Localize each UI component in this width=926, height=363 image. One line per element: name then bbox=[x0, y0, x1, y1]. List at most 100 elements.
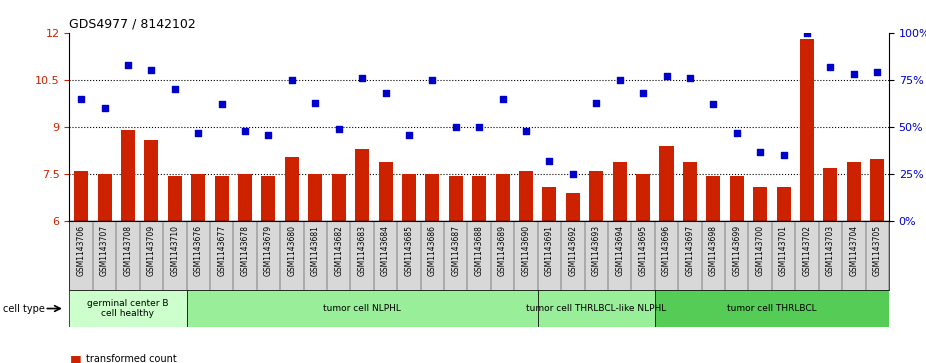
Bar bbox=[777, 187, 791, 221]
Text: GSM1143684: GSM1143684 bbox=[381, 225, 390, 276]
Point bbox=[74, 96, 89, 102]
Bar bbox=[261, 176, 276, 221]
Text: GSM1143701: GSM1143701 bbox=[779, 225, 788, 276]
Bar bbox=[589, 171, 604, 221]
Point bbox=[261, 132, 276, 138]
Text: GSM1143683: GSM1143683 bbox=[357, 225, 367, 276]
Point bbox=[448, 124, 463, 130]
Text: GSM1143698: GSM1143698 bbox=[708, 225, 718, 276]
Point bbox=[332, 126, 346, 132]
Point bbox=[120, 62, 135, 68]
Bar bbox=[495, 174, 509, 221]
Bar bbox=[332, 174, 345, 221]
Text: GSM1143700: GSM1143700 bbox=[756, 225, 765, 276]
Bar bbox=[655, 290, 889, 327]
Point bbox=[776, 152, 791, 158]
Bar bbox=[543, 187, 557, 221]
Point bbox=[799, 30, 815, 36]
Point bbox=[355, 75, 369, 81]
Text: GSM1143688: GSM1143688 bbox=[475, 225, 483, 276]
Text: GSM1143699: GSM1143699 bbox=[732, 225, 742, 276]
Point bbox=[846, 71, 861, 77]
Point bbox=[519, 128, 533, 134]
Bar bbox=[238, 174, 252, 221]
Text: GSM1143681: GSM1143681 bbox=[311, 225, 319, 276]
Text: GSM1143687: GSM1143687 bbox=[451, 225, 460, 276]
Bar bbox=[402, 174, 416, 221]
Bar bbox=[753, 187, 768, 221]
Bar bbox=[659, 146, 673, 221]
Bar bbox=[566, 193, 580, 221]
Bar bbox=[285, 157, 299, 221]
Text: tumor cell THRLBCL: tumor cell THRLBCL bbox=[727, 304, 817, 313]
Text: germinal center B
cell healthy: germinal center B cell healthy bbox=[87, 299, 169, 318]
Point bbox=[284, 77, 299, 83]
Text: transformed count: transformed count bbox=[86, 354, 177, 363]
Text: GSM1143676: GSM1143676 bbox=[194, 225, 203, 276]
Point bbox=[425, 77, 440, 83]
Point bbox=[378, 90, 393, 96]
Point bbox=[635, 90, 650, 96]
Point bbox=[307, 99, 323, 105]
Point bbox=[238, 128, 253, 134]
Text: GSM1143685: GSM1143685 bbox=[405, 225, 414, 276]
Bar bbox=[74, 171, 88, 221]
Bar bbox=[636, 174, 650, 221]
Text: tumor cell NLPHL: tumor cell NLPHL bbox=[323, 304, 401, 313]
Text: GSM1143710: GSM1143710 bbox=[170, 225, 180, 276]
Point bbox=[706, 102, 720, 107]
Bar bbox=[870, 159, 884, 221]
Text: GSM1143706: GSM1143706 bbox=[77, 225, 86, 276]
Text: GSM1143696: GSM1143696 bbox=[662, 225, 671, 276]
Bar bbox=[379, 162, 393, 221]
Point bbox=[471, 124, 487, 130]
Text: GSM1143682: GSM1143682 bbox=[334, 225, 344, 276]
Point bbox=[168, 86, 182, 92]
Text: GSM1143697: GSM1143697 bbox=[685, 225, 694, 276]
Bar bbox=[355, 149, 369, 221]
Point bbox=[495, 96, 510, 102]
Bar bbox=[144, 140, 158, 221]
Text: GSM1143707: GSM1143707 bbox=[100, 225, 109, 276]
Text: GSM1143709: GSM1143709 bbox=[147, 225, 156, 276]
Bar bbox=[613, 162, 627, 221]
Text: GSM1143680: GSM1143680 bbox=[287, 225, 296, 276]
Text: GSM1143693: GSM1143693 bbox=[592, 225, 601, 276]
Bar bbox=[97, 174, 112, 221]
Text: GSM1143686: GSM1143686 bbox=[428, 225, 437, 276]
Text: GSM1143692: GSM1143692 bbox=[569, 225, 578, 276]
Text: ■: ■ bbox=[69, 353, 81, 363]
Text: GSM1143695: GSM1143695 bbox=[639, 225, 647, 276]
Text: GSM1143679: GSM1143679 bbox=[264, 225, 273, 276]
Text: GSM1143702: GSM1143702 bbox=[803, 225, 811, 276]
Bar bbox=[186, 290, 538, 327]
Point bbox=[753, 149, 768, 155]
Bar bbox=[538, 290, 655, 327]
Bar bbox=[519, 171, 533, 221]
Text: GSM1143708: GSM1143708 bbox=[123, 225, 132, 276]
Text: GSM1143691: GSM1143691 bbox=[544, 225, 554, 276]
Bar bbox=[823, 168, 837, 221]
Bar bbox=[846, 162, 861, 221]
Point bbox=[870, 69, 884, 75]
Bar bbox=[472, 176, 486, 221]
Point bbox=[823, 64, 838, 70]
Text: GSM1143704: GSM1143704 bbox=[849, 225, 858, 276]
Point bbox=[97, 105, 112, 111]
Text: GSM1143689: GSM1143689 bbox=[498, 225, 507, 276]
Point bbox=[659, 73, 674, 79]
Point bbox=[589, 99, 604, 105]
Bar bbox=[191, 174, 206, 221]
Text: GSM1143694: GSM1143694 bbox=[615, 225, 624, 276]
Point bbox=[191, 130, 206, 136]
Bar bbox=[168, 176, 181, 221]
Bar bbox=[800, 39, 814, 221]
Bar bbox=[730, 176, 744, 221]
Bar bbox=[69, 290, 186, 327]
Bar bbox=[682, 162, 697, 221]
Bar bbox=[308, 174, 322, 221]
Point bbox=[612, 77, 627, 83]
Text: cell type: cell type bbox=[3, 303, 44, 314]
Text: GSM1143678: GSM1143678 bbox=[241, 225, 250, 276]
Text: GSM1143690: GSM1143690 bbox=[521, 225, 531, 276]
